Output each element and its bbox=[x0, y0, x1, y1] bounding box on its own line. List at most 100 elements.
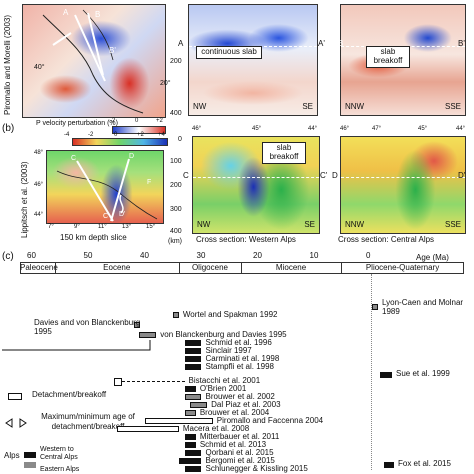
epoch-cell: Oligocene bbox=[191, 263, 228, 272]
ref-bar bbox=[184, 348, 202, 354]
age-tick-label: 0 bbox=[366, 251, 371, 260]
epoch-separator bbox=[241, 262, 243, 274]
colorbar-top-tick-2: 0 bbox=[135, 118, 139, 124]
ref-label: Carminati et al. 1998 bbox=[205, 354, 280, 363]
cs-a-panel: NW SE bbox=[188, 4, 318, 116]
cs-c-start: C bbox=[183, 171, 189, 180]
ref-bar bbox=[184, 394, 202, 400]
cs-a-end: A' bbox=[318, 39, 325, 48]
cs-c-top-3: 44° bbox=[308, 126, 318, 132]
ref-bar bbox=[184, 386, 196, 392]
cs-d-right: SSE bbox=[444, 220, 461, 229]
colorbar-top-tick-1: -2 bbox=[110, 118, 116, 124]
cs-b-panel: NNW SSE bbox=[340, 4, 466, 116]
epoch-cell: Eocene bbox=[103, 263, 131, 272]
ref-bar bbox=[184, 442, 196, 448]
age-tick-label: 10 bbox=[309, 251, 319, 260]
cs-a-depth-200: 200 bbox=[170, 58, 182, 65]
age-tick-label: 50 bbox=[83, 251, 93, 260]
cs-c-depth-100: 100 bbox=[170, 158, 182, 165]
ref-label: Macera et al. 2008 bbox=[182, 424, 250, 433]
lat-label-40: 40° bbox=[34, 64, 45, 71]
ref-dashed-range bbox=[116, 381, 185, 382]
panel-a-map-overlay bbox=[42, 9, 144, 114]
cs-c-end: C' bbox=[320, 171, 328, 180]
legend-maxmin-icon bbox=[5, 418, 27, 428]
ref-bar bbox=[184, 364, 202, 370]
cs-a-depth-400: 400 bbox=[170, 110, 182, 117]
right-ref-bar-2 bbox=[380, 372, 392, 378]
map-lon-7: 7° bbox=[48, 224, 54, 230]
map-lat-46: 46° bbox=[34, 182, 44, 188]
ref-bar bbox=[184, 434, 196, 440]
colorbar-top bbox=[112, 126, 166, 134]
ref-label: Schmid et al. 1996 bbox=[205, 338, 272, 347]
ref-bar bbox=[184, 356, 202, 362]
ref-label: Schmid et al. 2013 bbox=[199, 440, 267, 449]
ref-label: Qorbani et al. 2015 bbox=[205, 448, 274, 457]
cs-c-top-1: 46° bbox=[192, 126, 202, 132]
cs-c-annotation: slab breakoff bbox=[262, 142, 306, 164]
age-axis-title: Age (Ma) bbox=[416, 253, 449, 262]
age-tick-label: 40 bbox=[140, 251, 149, 260]
cs-a-left: NW bbox=[193, 102, 207, 111]
cs-d-dashline bbox=[341, 177, 465, 178]
legend-alps-swatch-black bbox=[24, 452, 36, 458]
cs-c-depth-200: 200 bbox=[170, 182, 182, 189]
panel-b-side-label: Lippitsch et al. (2003) bbox=[20, 161, 29, 239]
epoch-separator bbox=[54, 262, 56, 274]
ref-bar bbox=[178, 458, 202, 464]
cs-c-depth-unit: (km) bbox=[168, 238, 182, 245]
legend-alps-swatch-gray bbox=[24, 462, 36, 468]
map-lat-48: 48° bbox=[34, 150, 44, 156]
cs-b-right: SSE bbox=[444, 102, 461, 111]
map-letter-c: C bbox=[71, 155, 77, 162]
ref-bar bbox=[116, 426, 179, 432]
map-letter-a: A bbox=[63, 8, 69, 17]
panel-a-side-label: Piromallo and Morelli (2003) bbox=[3, 14, 12, 115]
map-caption: 150 km depth slice bbox=[60, 233, 127, 242]
age-tick-label: 60 bbox=[27, 251, 36, 260]
ref-label: Stampfli et al. 1998 bbox=[205, 362, 274, 371]
cs-c-top-2: 45° bbox=[252, 126, 262, 132]
depth-slice-overlay bbox=[56, 158, 158, 222]
ref-label: Mitterbauer et al. 2011 bbox=[199, 432, 280, 441]
cs-b-annotation: slab breakoff bbox=[366, 46, 410, 68]
ref-label: Sinclair 1997 bbox=[205, 346, 252, 355]
ref-label: Bistacchi et al. 2001 bbox=[188, 376, 261, 385]
ref-label: Schlunegger & Kissling 2015 bbox=[205, 464, 308, 473]
ref-bar bbox=[145, 418, 213, 424]
legend-detachment-swatch bbox=[8, 393, 22, 400]
right-ref-bar-3 bbox=[384, 462, 394, 468]
colorbar-top-tick-3: +2 bbox=[156, 118, 163, 124]
ref-label: Piromallo and Faccenna 2004 bbox=[216, 416, 324, 425]
legend-eastern-text: Eastern Alps bbox=[40, 466, 80, 473]
ref-bar bbox=[184, 410, 196, 416]
ref-label: Bergomi et al. 2015 bbox=[205, 456, 275, 465]
ref-bar bbox=[139, 332, 157, 338]
ref-bar bbox=[184, 466, 202, 472]
panel-b-label: (b) bbox=[2, 123, 15, 134]
age-zero-guide bbox=[371, 274, 372, 470]
colorbar-bottom-tick-4: +2 bbox=[137, 132, 144, 138]
cs-c-left: NW bbox=[197, 220, 211, 229]
cs-c-depth-400: 400 bbox=[170, 228, 182, 235]
ref-label: Dal Piaz et al. 2003 bbox=[211, 400, 281, 409]
epoch-cell: Pliocene-Quaternary bbox=[365, 263, 440, 272]
legend-bracket bbox=[2, 340, 151, 351]
cs-b-end: B' bbox=[458, 39, 465, 48]
cs-c-caption: Cross section: Western Alps bbox=[196, 235, 296, 244]
legend-alps-text: Western to Central Alps bbox=[40, 446, 78, 461]
ref-dashed-tip bbox=[113, 378, 122, 386]
map-letter-c-prime: C' bbox=[103, 213, 110, 220]
colorbar-bottom-tick-1: -4 bbox=[64, 132, 70, 138]
map-lon-15: 15° bbox=[146, 224, 156, 230]
ref-bar bbox=[133, 322, 140, 328]
panel-a-map: A B B' bbox=[22, 4, 166, 118]
colorbar-bottom-tick-3: 0 bbox=[114, 132, 118, 138]
ref-bar bbox=[190, 402, 208, 408]
cs-a-annotation: continuous slab bbox=[196, 46, 262, 59]
map-letter-b: B bbox=[95, 10, 101, 19]
cs-d-panel: NNW SSE bbox=[340, 136, 466, 234]
cs-d-top-4: 44° bbox=[456, 126, 466, 132]
